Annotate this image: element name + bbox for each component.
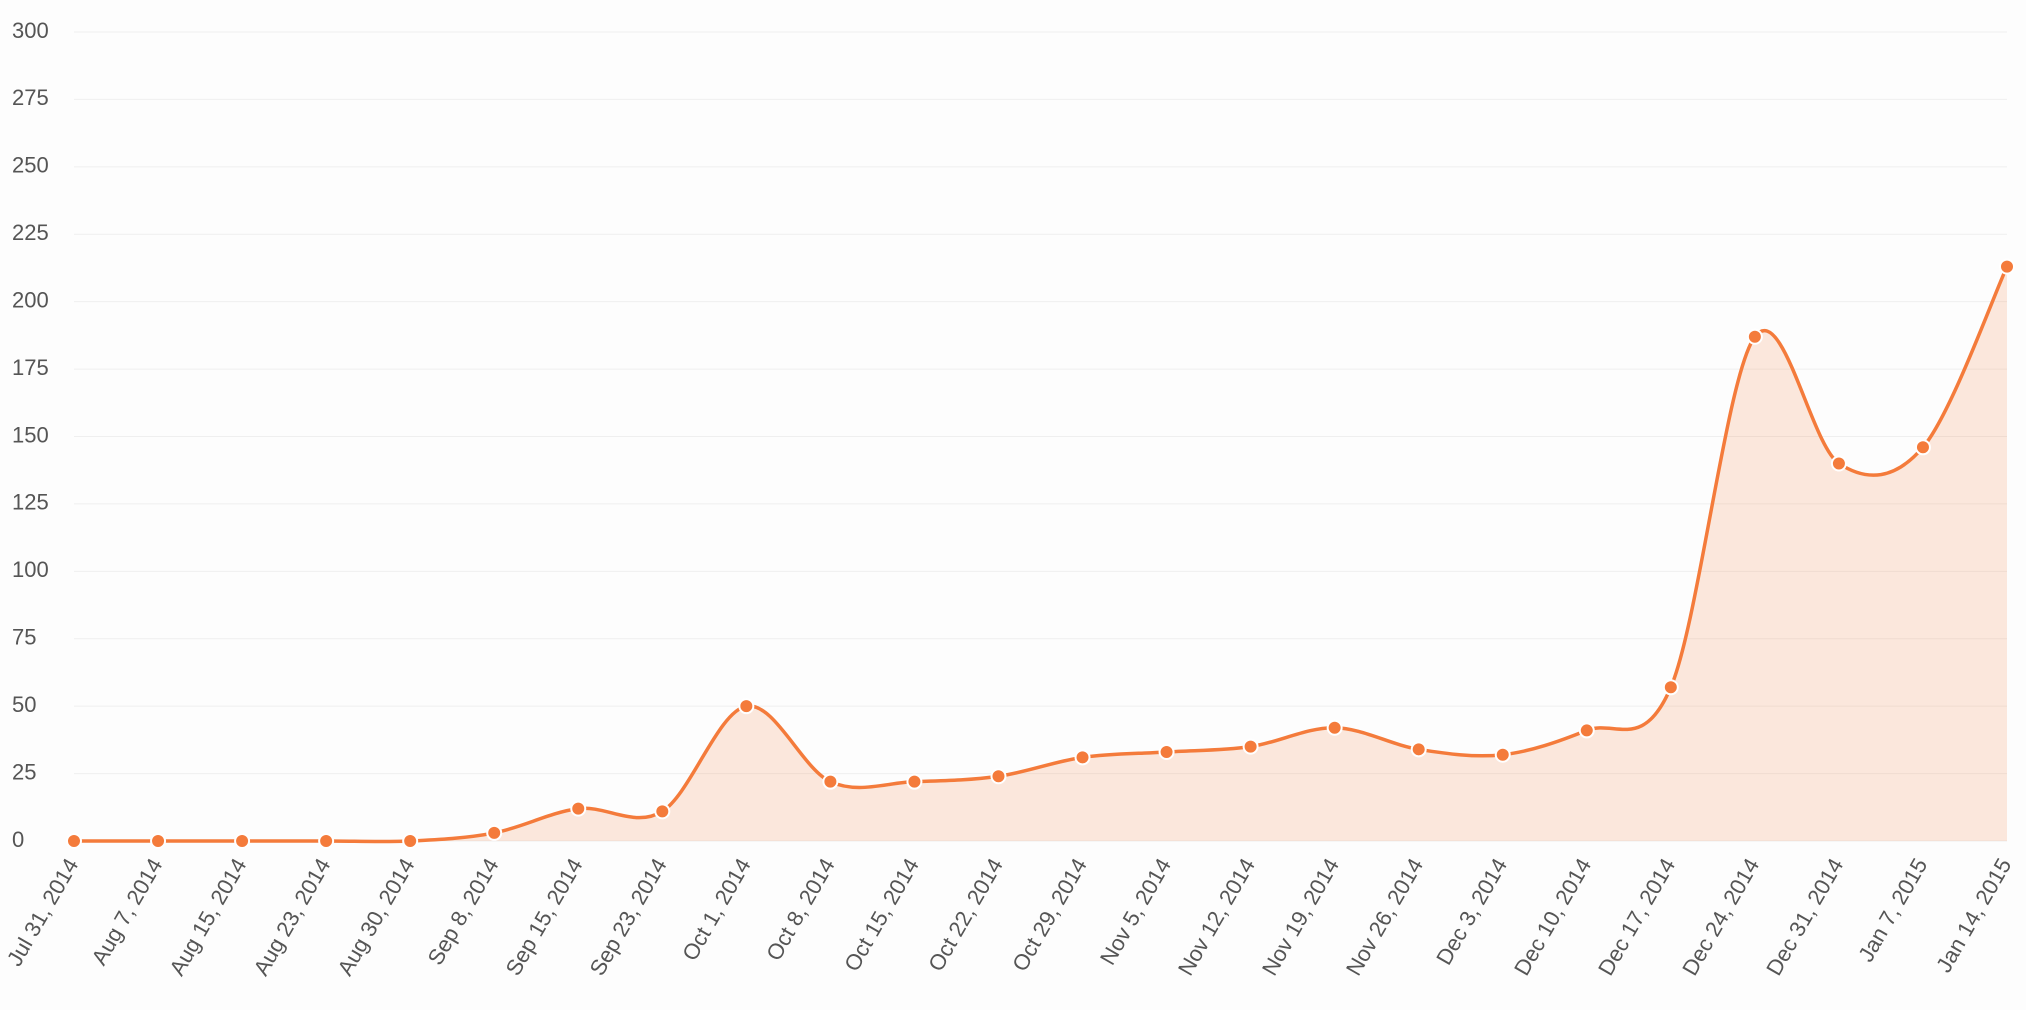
point — [1326, 719, 1343, 736]
line — [73, 265, 2009, 844]
x-tick-label: Oct 15, 2014 — [839, 854, 924, 976]
x-tick-label: Dec 31, 2014 — [1761, 854, 1848, 980]
point — [1914, 439, 1931, 456]
point — [1158, 744, 1175, 761]
x-tick-label: Aug 23, 2014 — [248, 854, 335, 980]
x-tick-label: Sep 15, 2014 — [501, 854, 588, 980]
y-tick-label: 275 — [12, 85, 49, 110]
x-tick-label: Jul 31, 2014 — [2, 854, 84, 970]
point — [318, 833, 335, 849]
x-tick-label: Jan 14, 2015 — [1931, 854, 2016, 977]
point — [1830, 455, 1847, 472]
point — [570, 800, 587, 817]
point — [1410, 741, 1427, 758]
y-tick-label: 225 — [12, 220, 49, 245]
point — [1494, 746, 1511, 763]
point — [402, 833, 419, 849]
x-tick-label: Aug 7, 2014 — [86, 854, 167, 969]
x-tick-label: Dec 24, 2014 — [1677, 854, 1764, 980]
point — [486, 824, 503, 841]
point — [738, 698, 755, 715]
point — [1242, 738, 1259, 755]
y-tick-label: 75 — [12, 625, 36, 650]
x-tick-label: Nov 5, 2014 — [1095, 854, 1176, 969]
area — [74, 266, 2007, 842]
x-tick-label: Aug 15, 2014 — [164, 854, 251, 980]
x-tick-label: Oct 8, 2014 — [761, 854, 840, 965]
x-tick-label: Dec 10, 2014 — [1509, 854, 1596, 980]
point — [234, 833, 251, 849]
y-tick-label: 300 — [12, 18, 49, 43]
x-tick-label: Jan 7, 2015 — [1853, 854, 1932, 966]
x-tick-label: Nov 26, 2014 — [1341, 854, 1428, 980]
point — [1578, 722, 1595, 739]
point — [150, 833, 167, 849]
x-tick-label: Aug 30, 2014 — [332, 854, 419, 980]
y-tick-label: 0 — [12, 827, 24, 852]
x-tick-label: Nov 12, 2014 — [1173, 854, 1260, 980]
y-tick-label: 250 — [12, 153, 49, 178]
x-tick-label: Oct 22, 2014 — [923, 854, 1008, 976]
y-tick-label: 200 — [12, 287, 49, 312]
x-tick-label: Nov 19, 2014 — [1257, 854, 1344, 980]
point — [990, 768, 1007, 785]
point — [906, 773, 923, 790]
y-tick-label: 100 — [12, 557, 49, 582]
x-tick-label: Sep 23, 2014 — [585, 854, 672, 980]
point — [654, 803, 671, 820]
y-tick-label: 25 — [12, 759, 36, 784]
x-tick-label: Oct 1, 2014 — [677, 854, 756, 965]
point — [1999, 258, 2015, 275]
point — [1746, 328, 1763, 345]
point — [822, 773, 839, 790]
y-tick-label: 50 — [12, 692, 36, 717]
point — [1662, 679, 1679, 696]
y-tick-label: 150 — [12, 422, 49, 447]
x-tick-label: Sep 8, 2014 — [423, 854, 504, 969]
point — [1074, 749, 1091, 766]
point — [66, 833, 82, 849]
x-tick-label: Oct 29, 2014 — [1007, 854, 1092, 976]
x-tick-label: Dec 3, 2014 — [1431, 854, 1512, 969]
y-tick-label: 175 — [12, 355, 49, 380]
x-tick-label: Dec 17, 2014 — [1593, 854, 1680, 980]
y-tick-label: 125 — [12, 490, 49, 515]
